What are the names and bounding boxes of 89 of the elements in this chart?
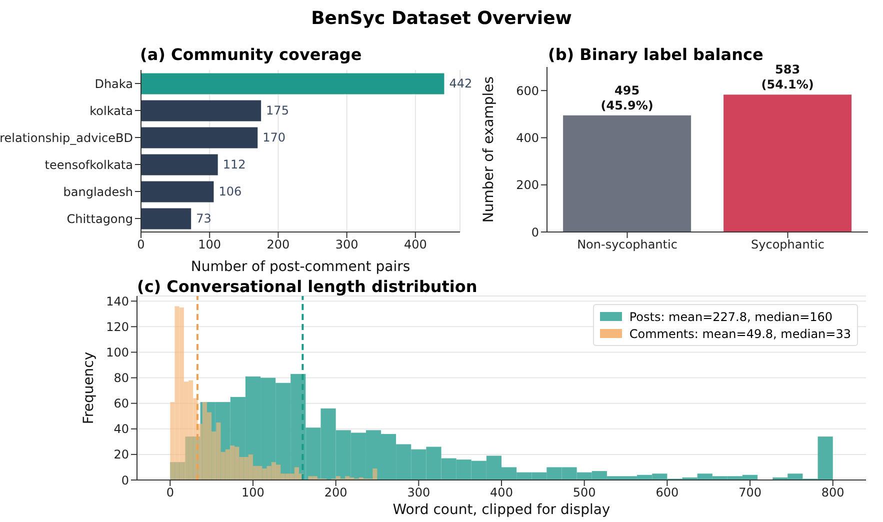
y-tick-label: teensofkolkata xyxy=(44,158,133,172)
y-tick-label: relationship_adviceBD xyxy=(0,130,133,145)
y-tick-label: 200 xyxy=(516,178,539,192)
x-tick-label: Non-sycophantic xyxy=(577,238,678,252)
bar xyxy=(308,476,313,480)
bar xyxy=(206,412,212,480)
y-tick-label: 0 xyxy=(531,225,539,240)
data-label: 112 xyxy=(222,158,246,172)
bar xyxy=(179,308,184,480)
x-tick-label: 400 xyxy=(490,486,513,500)
bar xyxy=(141,154,218,176)
bar xyxy=(266,466,272,480)
y-axis-title: Number of examples xyxy=(480,76,497,223)
bar xyxy=(345,476,350,480)
bar xyxy=(141,73,444,94)
bar xyxy=(141,181,214,202)
y-tick-label: 600 xyxy=(516,84,539,98)
bar xyxy=(220,452,226,480)
x-tick-label: 0 xyxy=(166,486,174,500)
bar xyxy=(230,446,235,480)
y-tick-label: 140 xyxy=(106,294,129,308)
bar xyxy=(174,306,180,480)
bar xyxy=(336,476,340,480)
bar xyxy=(170,402,175,480)
bar xyxy=(271,462,276,480)
bar xyxy=(225,449,230,480)
y-tick-label: 100 xyxy=(106,345,129,360)
bar xyxy=(280,474,286,480)
y-tick-label: 60 xyxy=(114,396,129,411)
x-tick-label: 600 xyxy=(656,486,679,500)
chart-title: (a) Community coverage xyxy=(140,45,362,64)
bar xyxy=(234,446,240,480)
bar xyxy=(216,422,221,480)
x-tick-label: Sycophantic xyxy=(751,238,824,252)
x-tick-label: 300 xyxy=(335,238,358,252)
x-tick-label: 0 xyxy=(137,238,145,252)
bar xyxy=(276,464,281,480)
x-tick-label: 100 xyxy=(242,486,264,500)
y-tick-label: 40 xyxy=(114,422,129,436)
y-axis-title: Frequency xyxy=(80,352,97,424)
data-label: 73 xyxy=(196,212,212,226)
text: BenSyc Dataset Overview xyxy=(310,8,573,29)
y-tick-label: 80 xyxy=(114,371,129,386)
data-label: 170 xyxy=(262,130,286,145)
bar xyxy=(285,474,290,480)
x-axis-title: Word count, clipped for display xyxy=(392,502,610,518)
data-label: 442 xyxy=(449,76,472,91)
y-tick-label: bangladesh xyxy=(63,184,133,199)
x-tick-label: 100 xyxy=(198,238,222,252)
legend-label: Posts: mean=227.8, median=160 xyxy=(628,308,834,325)
x-tick-label: 400 xyxy=(404,238,427,252)
y-tick-label: 120 xyxy=(106,320,129,334)
bar xyxy=(188,380,194,480)
bar xyxy=(294,467,299,480)
data-label: 175 xyxy=(266,104,289,118)
bar xyxy=(253,466,258,480)
y-tick-label: 400 xyxy=(516,130,539,145)
bar xyxy=(258,466,262,480)
x-tick-label: 700 xyxy=(738,486,762,500)
data-label: 583 (54.1%) xyxy=(761,62,814,92)
x-tick-label: 800 xyxy=(821,486,844,500)
x-tick-label: 200 xyxy=(324,486,348,500)
bar xyxy=(141,208,192,230)
bar xyxy=(262,468,267,480)
x-tick-label: 200 xyxy=(266,238,290,252)
bar xyxy=(212,431,216,480)
legend-label: Comments: mean=49.8, median=33 xyxy=(628,326,851,342)
y-tick-label: Chittagong xyxy=(66,212,133,226)
bar xyxy=(312,476,318,480)
data-label: 106 xyxy=(218,184,242,199)
chart-title: (b) Binary label balance xyxy=(548,45,764,64)
bar xyxy=(141,127,258,148)
y-tick-label: kolkata xyxy=(90,104,133,118)
x-tick-label: 300 xyxy=(407,486,430,500)
bar xyxy=(239,457,244,480)
y-tick-label: Dhaka xyxy=(94,76,133,91)
chart-title: (c) Conversational length distribution xyxy=(137,277,478,296)
bar xyxy=(141,100,262,122)
bar xyxy=(248,454,253,480)
bar xyxy=(372,468,378,480)
x-axis-title: Number of post-comment pairs xyxy=(190,259,410,275)
bar xyxy=(184,382,188,480)
bar xyxy=(244,457,248,480)
x-tick-label: 500 xyxy=(572,486,596,500)
bar xyxy=(202,402,207,480)
y-tick-label: 0 xyxy=(121,473,129,488)
bar xyxy=(290,474,294,480)
y-tick-label: 20 xyxy=(114,448,129,462)
data-label: 495 (45.9%) xyxy=(600,83,654,112)
